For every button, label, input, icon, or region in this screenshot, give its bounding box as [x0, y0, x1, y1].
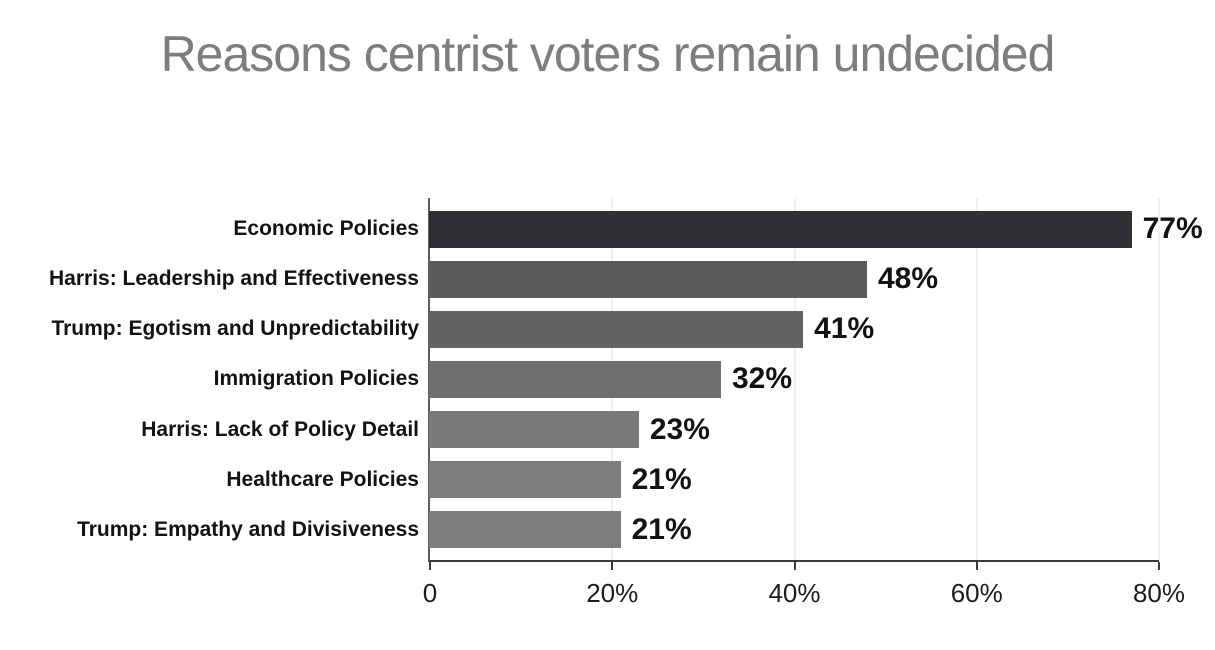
bar: [429, 310, 804, 348]
value-label: 21%: [631, 462, 692, 496]
bar: [429, 260, 867, 298]
gridline: [794, 198, 795, 560]
tick-label: 60%: [950, 578, 1003, 608]
value-label: 41%: [814, 312, 875, 346]
bar-row: Harris: Lack of Policy Detail 23%: [0, 405, 1159, 455]
tick-mark: [429, 562, 431, 570]
bar: [429, 511, 621, 549]
gridline: [976, 198, 978, 560]
bar-row: Harris: Leadership and Effectiveness 48%: [0, 254, 1159, 304]
value-label: 32%: [732, 362, 793, 396]
value-label: 23%: [649, 412, 710, 446]
bar-track: 48%: [429, 260, 1159, 298]
category-label: Harris: Leadership and Effectiveness: [49, 267, 419, 291]
category-label: Economic Policies: [233, 217, 419, 241]
bar-track: 77%: [429, 210, 1203, 248]
bar-row: Healthcare Policies 21%: [0, 455, 1159, 505]
category-label: Harris: Lack of Policy Detail: [141, 417, 419, 441]
bar-row: Immigration Policies 32%: [0, 354, 1159, 404]
bar: [429, 461, 621, 499]
bar: [429, 210, 1132, 248]
bar-row: Trump: Empathy and Divisiveness 21%: [0, 505, 1159, 555]
bar-track: 23%: [429, 411, 1159, 449]
gridline: [1158, 198, 1160, 560]
value-label: 21%: [631, 512, 692, 546]
tick-mark: [1158, 562, 1160, 570]
tick-label: 40%: [768, 578, 821, 608]
category-label: Trump: Egotism and Unpredictability: [51, 317, 419, 341]
bar-rows: Economic Policies 77% Harris: Leadership a…: [0, 204, 1203, 555]
tick-mark: [611, 562, 614, 570]
category-label: Trump: Empathy and Divisiveness: [77, 517, 419, 541]
bar-track: 21%: [429, 461, 1159, 499]
bar-row: Trump: Egotism and Unpredictability 41%: [0, 304, 1159, 354]
category-label: Healthcare Policies: [226, 467, 419, 491]
tick-label: 80%: [1132, 578, 1186, 608]
tick-mark: [793, 562, 796, 570]
chart-title: Reasons centrist voters remain undecided: [160, 26, 1056, 82]
bar-track: 21%: [429, 511, 1159, 549]
bar-track: 32%: [429, 360, 1159, 398]
tick-label: 0: [422, 578, 438, 608]
bar-track: 41%: [429, 310, 1159, 348]
value-label: 48%: [878, 262, 939, 296]
tick-label: 20%: [586, 578, 639, 608]
category-label: Immigration Policies: [213, 367, 419, 391]
bar: [429, 411, 639, 449]
bar: [429, 360, 721, 398]
value-label: 77%: [1142, 212, 1203, 246]
bar-row: Economic Policies 77%: [0, 204, 1203, 254]
tick-mark: [975, 562, 978, 570]
x-axis: 0 20% 40% 60% 80%: [423, 562, 1185, 612]
